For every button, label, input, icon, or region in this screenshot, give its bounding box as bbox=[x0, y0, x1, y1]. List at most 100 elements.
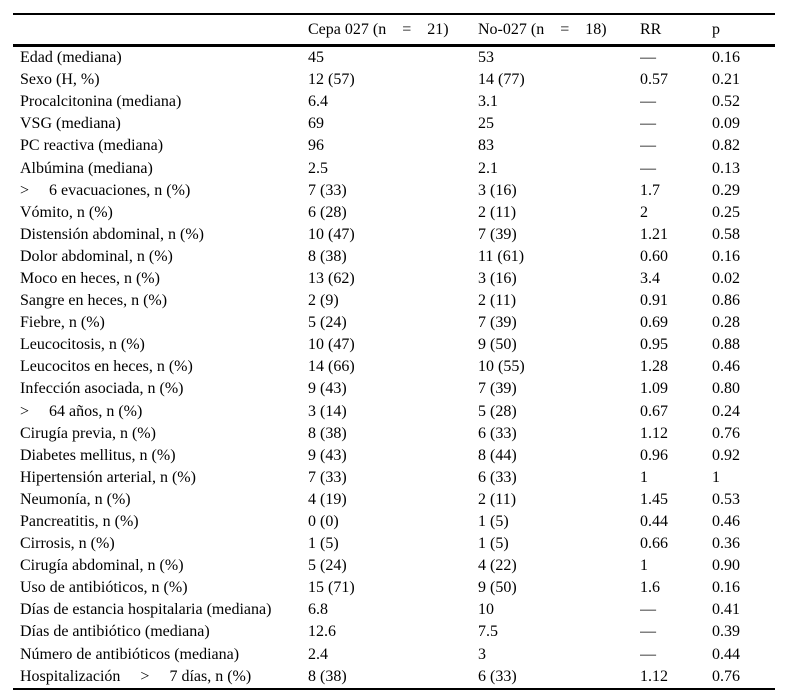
rr-value: 1.6 bbox=[640, 579, 660, 597]
no027-value: 10 (55) bbox=[478, 358, 525, 376]
cepa027-value: 8 (38) bbox=[308, 424, 347, 442]
rr-value: 0.91 bbox=[640, 292, 668, 310]
table-row: > 6 evacuaciones, n (%) 7 (33) 3 (16) 1.7 0.… bbox=[13, 180, 775, 202]
row-label: Pancreatitis, n (%) bbox=[20, 513, 139, 531]
row-label: Leucocitosis, n (%) bbox=[20, 336, 145, 354]
no027-value: 7 (39) bbox=[478, 380, 517, 398]
table-row: Sexo (H, %) 12 (57) 14 (77) 0.57 0.21 bbox=[13, 69, 775, 91]
cepa027-value: 6.4 bbox=[308, 93, 328, 111]
p-value: 0.21 bbox=[712, 71, 740, 89]
table-row: Fiebre, n (%) 5 (24) 7 (39) 0.69 0.28 bbox=[13, 312, 775, 334]
rr-value: 1.7 bbox=[640, 181, 660, 199]
row-label: Albúmina (mediana) bbox=[20, 159, 153, 177]
p-value: 0.09 bbox=[712, 115, 740, 133]
rr-value: 1.09 bbox=[640, 380, 668, 398]
table-row: Hipertensión arterial, n (%) 7 (33) 6 (33)… bbox=[13, 467, 775, 489]
cepa027-value: 12 (57) bbox=[308, 71, 355, 89]
rr-value: 0.66 bbox=[640, 535, 668, 553]
rr-value: — bbox=[640, 93, 656, 111]
cepa027-value: 0 (0) bbox=[308, 513, 339, 531]
rr-value: — bbox=[640, 645, 656, 663]
rr-value: 2 bbox=[640, 203, 648, 221]
no027-value: 9 (50) bbox=[478, 336, 517, 354]
table-row: Neumonía, n (%) 4 (19) 2 (11) 1.45 0.53 bbox=[13, 489, 775, 511]
p-value: 0.16 bbox=[712, 579, 740, 597]
rr-value: — bbox=[640, 115, 656, 133]
cepa027-value: 10 (47) bbox=[308, 336, 355, 354]
rr-value: 1 bbox=[640, 557, 648, 575]
table-row: Cirugía previa, n (%) 8 (38) 6 (33) 1.12 0.7… bbox=[13, 423, 775, 445]
table-body: Edad (mediana) 45 53 — 0.16 Sexo (H, %) 12 (57… bbox=[13, 46, 775, 689]
p-value: 0.53 bbox=[712, 490, 740, 508]
rr-value: — bbox=[640, 159, 656, 177]
row-label: > 64 años, n (%) bbox=[20, 402, 143, 420]
cepa027-value: 9 (43) bbox=[308, 380, 347, 398]
row-label: Procalcitonina (mediana) bbox=[20, 93, 182, 111]
row-label: > 6 evacuaciones, n (%) bbox=[20, 181, 191, 199]
cepa027-value: 15 (71) bbox=[308, 579, 355, 597]
p-value: 1 bbox=[712, 468, 720, 486]
rr-value: 1.21 bbox=[640, 225, 668, 243]
table-row: Cirrosis, n (%) 1 (5) 1 (5) 0.66 0.36 bbox=[13, 533, 775, 555]
no027-value: 3 bbox=[478, 645, 486, 663]
p-value: 0.46 bbox=[712, 358, 740, 376]
cepa027-value: 5 (24) bbox=[308, 314, 347, 332]
cepa027-value: 45 bbox=[308, 49, 324, 67]
header-p: p bbox=[712, 14, 775, 47]
rr-value: 1 bbox=[640, 468, 648, 486]
rr-value: 1.12 bbox=[640, 424, 668, 442]
p-value: 0.44 bbox=[712, 645, 740, 663]
rr-value: — bbox=[640, 623, 656, 641]
cepa027-value: 6.8 bbox=[308, 601, 328, 619]
cepa027-value: 8 (38) bbox=[308, 667, 347, 685]
row-label: Distensión abdominal, n (%) bbox=[20, 225, 204, 243]
header-cepa027: Cepa 027 (n = 21) bbox=[308, 14, 478, 47]
no027-value: 6 (33) bbox=[478, 667, 517, 685]
no027-value: 1 (5) bbox=[478, 535, 509, 553]
table-row: Hospitalización > 7 días, n (%) 8 (38) 6 (… bbox=[13, 666, 775, 689]
rr-value: — bbox=[640, 49, 656, 67]
p-value: 0.52 bbox=[712, 93, 740, 111]
table-row: VSG (mediana) 69 25 — 0.09 bbox=[13, 113, 775, 135]
rr-value: 1.12 bbox=[640, 667, 668, 685]
cepa027-value: 3 (14) bbox=[308, 402, 347, 420]
no027-value: 7.5 bbox=[478, 623, 498, 641]
table-row: Procalcitonina (mediana) 6.4 3.1 — 0.52 bbox=[13, 91, 775, 113]
cepa027-value: 1 (5) bbox=[308, 535, 339, 553]
table-row: Pancreatitis, n (%) 0 (0) 1 (5) 0.44 0.46 bbox=[13, 511, 775, 533]
table-row: Vómito, n (%) 6 (28) 2 (11) 2 0.25 bbox=[13, 202, 775, 224]
table-row: Infección asociada, n (%) 9 (43) 7 (39) 1.0… bbox=[13, 378, 775, 400]
row-label: Dolor abdominal, n (%) bbox=[20, 247, 173, 265]
p-value: 0.82 bbox=[712, 137, 740, 155]
no027-value: 14 (77) bbox=[478, 71, 525, 89]
table-row: Uso de antibióticos, n (%) 15 (71) 9 (50) 1… bbox=[13, 577, 775, 599]
no027-value: 6 (33) bbox=[478, 424, 517, 442]
p-value: 0.39 bbox=[712, 623, 740, 641]
row-label: Vómito, n (%) bbox=[20, 203, 113, 221]
rr-value: 0.67 bbox=[640, 402, 668, 420]
p-value: 0.16 bbox=[712, 247, 740, 265]
table-row: Leucocitosis, n (%) 10 (47) 9 (50) 0.95 0.88 bbox=[13, 334, 775, 356]
cepa027-value: 5 (24) bbox=[308, 557, 347, 575]
p-value: 0.76 bbox=[712, 667, 740, 685]
cepa027-value: 96 bbox=[308, 137, 324, 155]
table-row: Diabetes mellitus, n (%) 9 (43) 8 (44) 0.96… bbox=[13, 445, 775, 467]
table-row: Número de antibióticos (mediana) 2.4 3 — 0.4… bbox=[13, 644, 775, 666]
header-row: Cepa 027 (n = 21) No-027 (n = 18) RR p bbox=[13, 14, 775, 47]
table-row: Distensión abdominal, n (%) 10 (47) 7 (39)… bbox=[13, 224, 775, 246]
row-label: Sangre en heces, n (%) bbox=[20, 292, 168, 310]
table-row: > 64 años, n (%) 3 (14) 5 (28) 0.67 0.24 bbox=[13, 401, 775, 423]
no027-value: 4 (22) bbox=[478, 557, 517, 575]
p-value: 0.86 bbox=[712, 292, 740, 310]
p-value: 0.28 bbox=[712, 314, 740, 332]
row-label: Hospitalización > 7 días, n (%) bbox=[20, 667, 252, 685]
cepa027-value: 2 (9) bbox=[308, 292, 339, 310]
table-header: Cepa 027 (n = 21) No-027 (n = 18) RR p bbox=[13, 14, 775, 47]
p-value: 0.25 bbox=[712, 203, 740, 221]
no027-value: 53 bbox=[478, 49, 494, 67]
p-value: 0.41 bbox=[712, 601, 740, 619]
no027-value: 1 (5) bbox=[478, 513, 509, 531]
rr-value: 0.44 bbox=[640, 513, 668, 531]
row-label: Uso de antibióticos, n (%) bbox=[20, 579, 188, 597]
p-value: 0.13 bbox=[712, 159, 740, 177]
